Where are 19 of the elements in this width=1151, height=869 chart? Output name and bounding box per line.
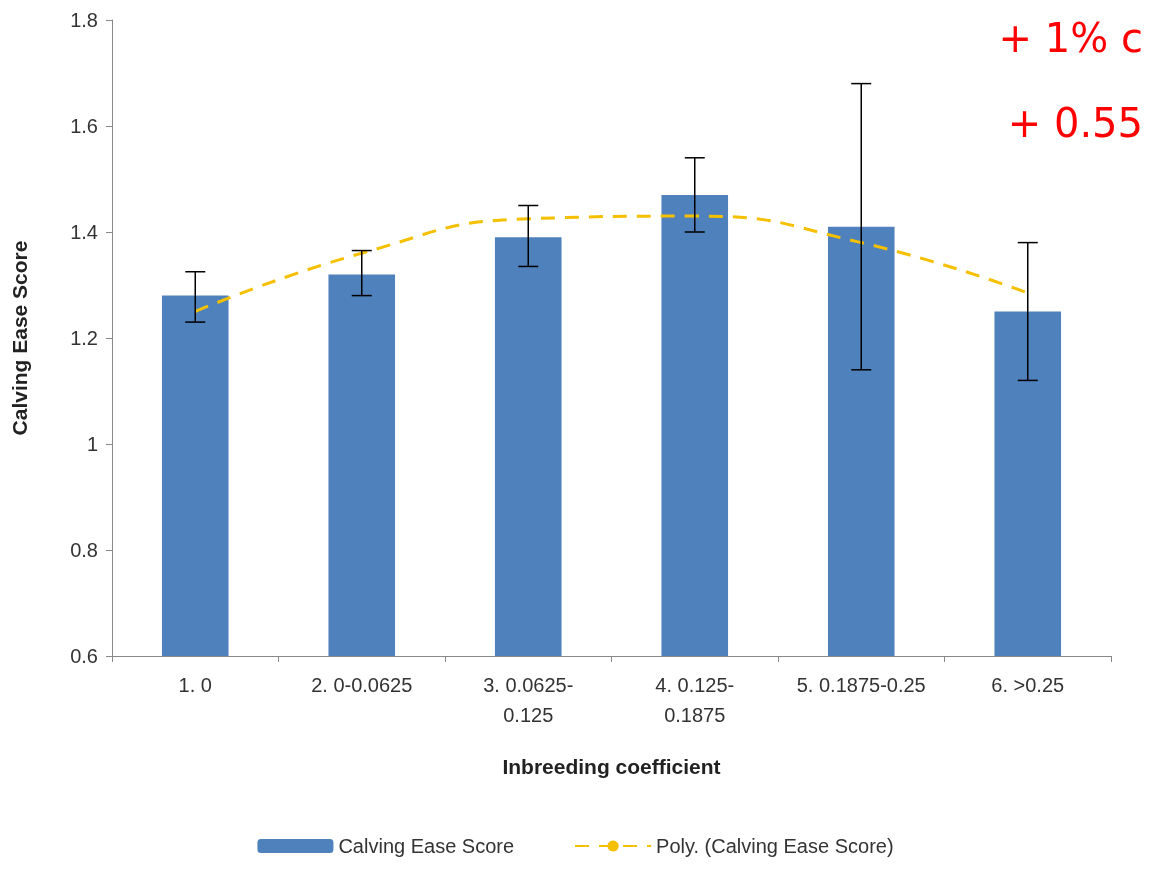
x-tick-label: 1. 0 bbox=[178, 674, 212, 696]
y-tick-label: 1 bbox=[86, 433, 98, 455]
y-tick-label: 0.6 bbox=[70, 645, 98, 667]
x-tick-label: 2. 0-0.0625 bbox=[311, 674, 413, 696]
y-tick-label: 1.8 bbox=[70, 9, 98, 31]
x-axis-title: Inbreeding coefficient bbox=[502, 755, 721, 778]
y-tick-label: 1.6 bbox=[70, 115, 98, 137]
annotation: + 1% c bbox=[998, 15, 1144, 61]
y-tick-label: 1.2 bbox=[70, 327, 98, 349]
x-tick-label: 3. 0.0625- 0.125 bbox=[483, 674, 574, 726]
x-tick-label: 6. >0.25 bbox=[991, 674, 1065, 696]
x-tick-label: 4. 0.125- 0.1875 bbox=[655, 674, 735, 726]
legend-label: Calving Ease Score bbox=[338, 835, 515, 857]
annotation: + 0.55 bbox=[1007, 100, 1143, 146]
y-axis-title: Calving Ease Score bbox=[8, 240, 31, 436]
x-tick-label: 5. 0.1875-0.25 bbox=[796, 674, 926, 696]
y-tick-label: 1.4 bbox=[70, 221, 98, 243]
legend-label: Poly. (Calving Ease Score) bbox=[656, 835, 894, 857]
y-tick-label: 0.8 bbox=[70, 539, 98, 561]
